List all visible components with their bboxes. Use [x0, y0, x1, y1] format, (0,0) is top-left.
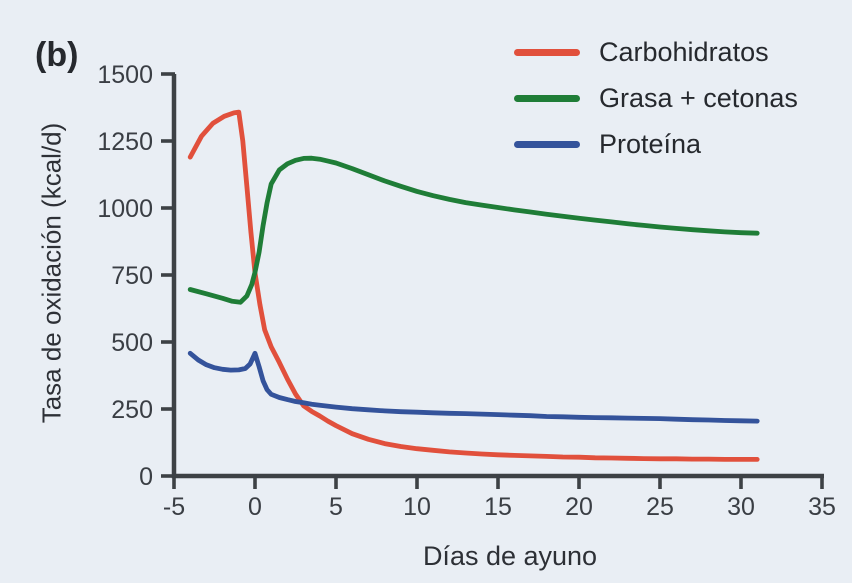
y-axis-title: Tasa de oxidación (kcal/d) — [36, 122, 67, 424]
x-tick-label: -5 — [163, 493, 185, 521]
x-tick-label: 30 — [727, 493, 755, 521]
legend-swatch-protein — [514, 140, 580, 148]
legend-label-fat-ketones: Grasa + cetonas — [599, 82, 798, 113]
legend-swatch-fat-ketones — [514, 94, 580, 102]
x-tick-label: 0 — [248, 493, 262, 521]
x-tick-label: 5 — [329, 493, 343, 521]
x-tick-label: 20 — [565, 493, 593, 521]
x-tick-label: 35 — [808, 493, 836, 521]
legend-item-carbohydrates: Carbohidratos — [514, 29, 798, 75]
x-tick-label: 10 — [403, 493, 431, 521]
y-tick-label: 0 — [139, 463, 153, 491]
x-tick-label: 25 — [646, 493, 674, 521]
legend-label-carbohydrates: Carbohidratos — [599, 36, 769, 67]
series-line-1 — [187, 109, 760, 462]
legend: Carbohidratos Grasa + cetonas Proteína — [514, 29, 798, 167]
legend-item-protein: Proteína — [514, 121, 798, 167]
y-tick-label: 1500 — [97, 61, 153, 89]
x-tick-label: 15 — [484, 493, 512, 521]
y-tick-label: 500 — [111, 329, 153, 357]
series-line-3 — [187, 350, 760, 424]
legend-swatch-carbohydrates — [514, 48, 580, 56]
y-tick-label: 1250 — [97, 128, 153, 156]
x-axis-title: Días de ayuno — [422, 541, 598, 571]
series-line-2 — [187, 155, 760, 305]
legend-label-protein: Proteína — [599, 128, 702, 159]
panel-label: (b) — [35, 36, 79, 74]
y-tick-label: 250 — [111, 396, 153, 424]
y-tick-label: 1000 — [97, 195, 153, 223]
legend-item-fat-ketones: Grasa + cetonas — [514, 75, 798, 121]
y-tick-label: 750 — [111, 262, 153, 290]
